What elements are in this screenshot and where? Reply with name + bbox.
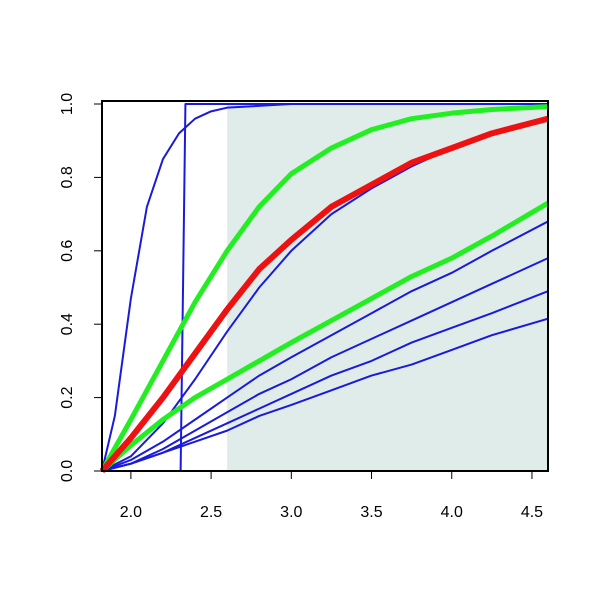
plot-frame: [101, 100, 549, 472]
x-tick-label: 2.0: [120, 504, 142, 521]
line: [101, 220, 549, 472]
y-tick-label: 0.4: [59, 313, 76, 335]
x-tick-label: 3.5: [360, 504, 382, 521]
y-tick-label: 0.6: [59, 240, 76, 262]
x-tick-label: 4.0: [441, 504, 463, 521]
y-tick-label: 0.0: [59, 460, 76, 482]
line: [101, 317, 549, 472]
line: [100, 200, 550, 473]
x-tick-label: 4.5: [521, 504, 543, 521]
y-tick-label: 0.2: [59, 386, 76, 408]
y-tick-label: 1.0: [59, 93, 76, 115]
line: [99, 104, 549, 473]
x-tick-label: 3.0: [280, 504, 302, 521]
y-tick-label: 0.8: [59, 166, 76, 188]
x-tick-label: 2.5: [200, 504, 222, 521]
line: [99, 115, 549, 473]
line: [101, 103, 548, 472]
line: [101, 257, 549, 472]
